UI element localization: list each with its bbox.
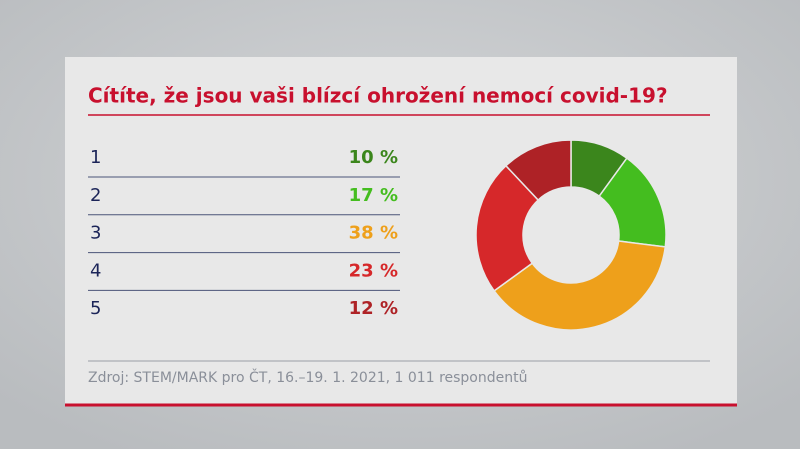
category-label: 4 [90,260,101,281]
value-label: 23 % [349,260,398,281]
source-note: Zdroj: STEM/MARK pro ČT, 16.–19. 1. 2021… [88,368,527,386]
chart-title: Cítíte, že jsou vaši blízcí ohrožení nem… [88,84,668,108]
value-label: 38 % [349,223,398,244]
category-label: 2 [90,185,101,206]
category-label: 1 [90,147,101,168]
value-label: 10 % [349,147,398,168]
category-label: 3 [90,223,101,244]
category-label: 5 [90,298,101,319]
value-label: 17 % [349,185,398,206]
donut-slice [493,240,667,331]
donut-slice [504,139,572,202]
value-label: 12 % [349,298,398,319]
